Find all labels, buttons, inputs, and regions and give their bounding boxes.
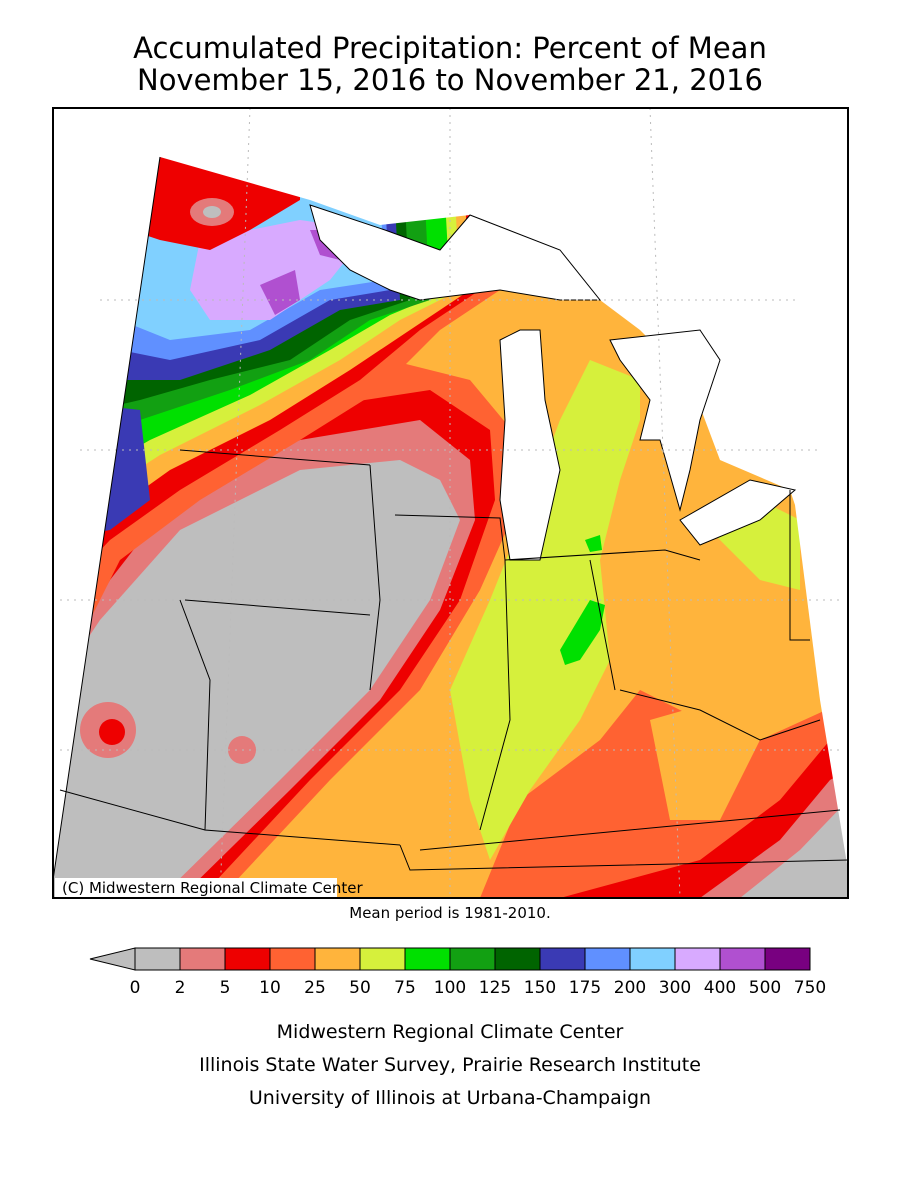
legend-arrow	[89, 947, 136, 971]
legend-swatch	[269, 947, 316, 971]
legend-label: 25	[304, 978, 326, 998]
footer-line: Midwestern Regional Climate Center	[277, 1021, 624, 1043]
legend-label: 150	[524, 978, 556, 998]
legend-swatch	[359, 947, 406, 971]
legend-swatch	[404, 947, 451, 971]
legend-label: 5	[220, 978, 231, 998]
legend-label: 125	[479, 978, 511, 998]
legend-label: 75	[394, 978, 416, 998]
legend-label: 750	[794, 978, 826, 998]
legend: 0 2 5 10 25 50 75 100 125 150 175 200 300 400 500 750	[89, 947, 826, 998]
footer-line: Illinois State Water Survey, Prairie Res…	[199, 1054, 701, 1076]
legend-label: 50	[349, 978, 371, 998]
subtitle: November 15, 2016 to November 21, 2016	[137, 63, 763, 97]
legend-swatch	[629, 947, 676, 971]
legend-label: 400	[704, 978, 736, 998]
legend-label: 0	[130, 978, 141, 998]
legend-swatch	[764, 947, 811, 971]
legend-swatch	[494, 947, 541, 971]
copyright: (C) Midwestern Regional Climate Center	[62, 879, 363, 897]
map: (C) Midwestern Regional Climate Center	[52, 107, 849, 899]
legend-label: 300	[659, 978, 691, 998]
legend-label: 175	[569, 978, 601, 998]
mean-period: Mean period is 1981-2010.	[349, 904, 550, 922]
legend-swatch	[449, 947, 496, 971]
legend-swatch	[134, 947, 181, 971]
footer-line: University of Illinois at Urbana-Champai…	[249, 1087, 651, 1109]
legend-swatch	[179, 947, 226, 971]
legend-swatch	[584, 947, 631, 971]
legend-label: 10	[259, 978, 281, 998]
legend-swatch	[539, 947, 586, 971]
legend-swatch	[224, 947, 271, 971]
legend-label: 2	[175, 978, 186, 998]
legend-label: 100	[434, 978, 466, 998]
legend-label: 500	[749, 978, 781, 998]
legend-label: 200	[614, 978, 646, 998]
legend-swatch	[719, 947, 766, 971]
legend-swatch	[314, 947, 361, 971]
title: Accumulated Precipitation: Percent of Me…	[133, 31, 767, 65]
legend-swatch	[674, 947, 721, 971]
